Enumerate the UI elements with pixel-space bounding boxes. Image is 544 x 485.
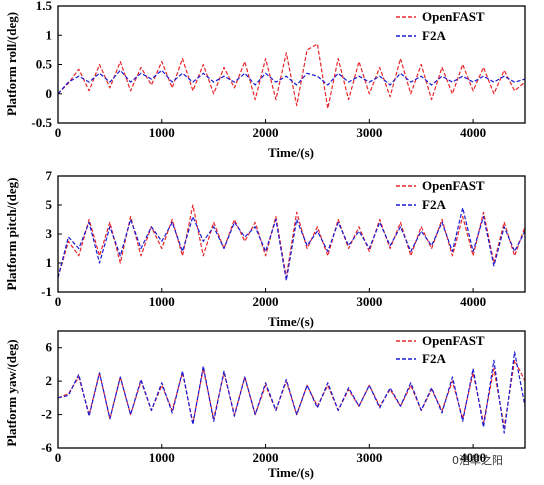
x-tick-label: 2000 bbox=[253, 450, 279, 465]
y-axis-label: Platform yaw/(deg) bbox=[4, 339, 19, 446]
x-tick-label: 1000 bbox=[149, 450, 175, 465]
legend: OpenFAST F2A bbox=[396, 9, 485, 43]
legend-label-f2a: F2A bbox=[422, 197, 446, 212]
x-tick-label: 4000 bbox=[460, 294, 486, 309]
legend-label-f2a: F2A bbox=[422, 28, 446, 43]
x-tick-label: 2000 bbox=[253, 125, 279, 140]
x-tick-label: 0 bbox=[55, 450, 62, 465]
series-line-openfast bbox=[57, 359, 526, 428]
ticks: 0 1000 2000 3000 4000 -1 1 3 5 7 bbox=[41, 168, 486, 309]
x-axis-label: Time/(s) bbox=[268, 465, 314, 480]
series-line-f2a bbox=[57, 207, 526, 281]
yaw-panel: Platform yaw/(deg) Time/(s) 0 1000 2000 300… bbox=[4, 330, 526, 480]
y-tick-label: -0.5 bbox=[31, 115, 52, 130]
x-axis-label: Time/(s) bbox=[268, 145, 314, 160]
plot-area bbox=[57, 43, 526, 110]
ticks: 0 1000 2000 3000 4000 -6 -2 2 6 bbox=[41, 340, 486, 465]
x-tick-label: 3000 bbox=[356, 294, 382, 309]
x-tick-label: 1000 bbox=[149, 125, 175, 140]
x-tick-label: 0 bbox=[55, 125, 62, 140]
x-axis-label: Time/(s) bbox=[268, 314, 314, 329]
y-axis-label: Platform pitch/(deg) bbox=[4, 177, 19, 290]
plot-frame bbox=[57, 5, 526, 124]
y-axis-label: Platform roll/(deg) bbox=[4, 12, 19, 116]
legend-label-openfast: OpenFAST bbox=[422, 178, 485, 193]
x-tick-label: 0 bbox=[55, 294, 62, 309]
plot-area bbox=[57, 351, 526, 434]
x-tick-label: 2000 bbox=[253, 294, 279, 309]
y-tick-label: 1 bbox=[46, 27, 53, 42]
y-tick-label: 0.5 bbox=[36, 57, 53, 72]
y-tick-label: 1.5 bbox=[36, 0, 53, 13]
y-tick-label: 0 bbox=[46, 86, 53, 101]
y-tick-label: 7 bbox=[46, 168, 53, 183]
legend-label-openfast: OpenFAST bbox=[422, 9, 485, 24]
x-tick-label: 3000 bbox=[356, 450, 382, 465]
y-tick-label: -6 bbox=[41, 440, 52, 455]
y-tick-label: 5 bbox=[46, 197, 53, 212]
legend: OpenFAST F2A bbox=[396, 333, 485, 366]
legend-label-openfast: OpenFAST bbox=[422, 333, 485, 348]
legend: OpenFAST F2A bbox=[396, 178, 485, 212]
series-line-f2a bbox=[57, 69, 526, 95]
plot-area bbox=[57, 204, 526, 281]
ticks: 0 1000 2000 3000 4000-0.500.511.5 bbox=[31, 0, 486, 140]
x-tick-label: 4000 bbox=[460, 450, 486, 465]
y-tick-label: 2 bbox=[46, 373, 53, 388]
roll-panel: Platform roll/(deg) Time/(s) 0 1000 2000 30… bbox=[4, 0, 526, 160]
watermark-text: 0浩草之阳 bbox=[452, 453, 503, 467]
y-tick-label: -2 bbox=[41, 407, 52, 422]
series-line-openfast bbox=[57, 43, 526, 110]
x-tick-label: 3000 bbox=[356, 125, 382, 140]
series-line-openfast bbox=[57, 204, 526, 279]
plot-frame bbox=[57, 330, 526, 449]
legend-label-f2a: F2A bbox=[422, 351, 446, 366]
y-tick-label: -1 bbox=[41, 284, 52, 299]
pitch-panel: Platform pitch/(deg) Time/(s) 0 1000 2000 3… bbox=[4, 168, 526, 329]
series-line-f2a bbox=[57, 351, 526, 434]
y-tick-label: 3 bbox=[46, 226, 53, 241]
plot-frame bbox=[57, 175, 526, 293]
x-tick-label: 4000 bbox=[460, 125, 486, 140]
y-tick-label: 6 bbox=[46, 340, 53, 355]
y-tick-label: 1 bbox=[46, 255, 53, 270]
x-tick-label: 1000 bbox=[149, 294, 175, 309]
